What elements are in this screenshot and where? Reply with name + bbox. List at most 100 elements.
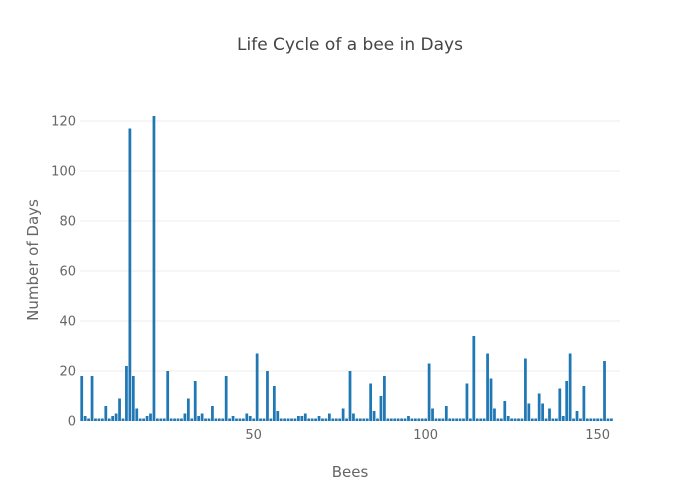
bar xyxy=(448,418,452,421)
bar xyxy=(499,418,503,421)
y-axis-ticks: 0 20 40 60 80 100 120 xyxy=(51,115,76,430)
bar xyxy=(561,416,565,421)
bar xyxy=(558,388,562,421)
bar xyxy=(183,413,187,421)
bar xyxy=(596,418,600,421)
bar xyxy=(603,361,606,421)
bar xyxy=(530,418,534,421)
bar xyxy=(149,413,152,421)
bar xyxy=(186,398,190,421)
bar xyxy=(245,413,249,421)
bar xyxy=(80,376,84,421)
bar xyxy=(283,418,287,421)
bar xyxy=(142,418,146,421)
bar xyxy=(252,418,256,421)
bar xyxy=(462,418,465,421)
bar xyxy=(217,418,221,421)
bar xyxy=(180,418,183,421)
bar xyxy=(438,418,441,421)
bar xyxy=(214,418,218,421)
bar xyxy=(176,418,180,421)
y-tick-label: 20 xyxy=(59,365,76,380)
bar xyxy=(465,383,469,421)
bar xyxy=(434,418,438,421)
bar xyxy=(554,418,558,421)
bar xyxy=(524,358,527,421)
bar xyxy=(413,418,417,421)
bar xyxy=(317,416,321,421)
bar xyxy=(579,418,582,421)
bar xyxy=(272,386,276,421)
y-tick-label: 60 xyxy=(59,265,76,280)
bar xyxy=(221,418,225,421)
bar xyxy=(451,418,455,421)
bar xyxy=(152,116,156,421)
bar xyxy=(138,418,142,421)
bar xyxy=(228,418,231,421)
bar xyxy=(348,371,352,421)
bar xyxy=(537,393,541,421)
bar xyxy=(173,418,176,421)
bar xyxy=(427,363,431,421)
y-tick-label: 80 xyxy=(59,215,76,230)
bar xyxy=(276,411,280,421)
bar xyxy=(444,406,448,421)
bar xyxy=(341,408,345,421)
y-tick-label: 0 xyxy=(68,415,76,430)
bar xyxy=(431,408,434,421)
bar xyxy=(255,353,259,421)
x-axis-ticks: 50 100 150 xyxy=(245,428,610,443)
bar xyxy=(248,416,252,421)
bar xyxy=(94,418,97,421)
bar xyxy=(383,376,386,421)
y-tick-label: 40 xyxy=(59,315,76,330)
bar xyxy=(118,398,121,421)
bar xyxy=(585,418,589,421)
bar xyxy=(114,413,118,421)
bar xyxy=(572,418,575,421)
bar xyxy=(104,406,108,421)
bar xyxy=(606,418,610,421)
bar xyxy=(379,396,383,421)
bar xyxy=(551,418,555,421)
bar xyxy=(541,403,544,421)
bar xyxy=(207,418,211,421)
bar xyxy=(156,418,159,421)
bar xyxy=(365,418,369,421)
bar xyxy=(544,418,548,421)
bar xyxy=(345,418,348,421)
bar xyxy=(393,418,397,421)
bar xyxy=(97,418,101,421)
bar xyxy=(403,418,407,421)
bar xyxy=(224,376,228,421)
bar xyxy=(506,416,510,421)
bar xyxy=(352,413,355,421)
bar xyxy=(279,418,283,421)
bar xyxy=(400,418,403,421)
bar xyxy=(235,418,238,421)
bar xyxy=(87,418,90,421)
bar xyxy=(131,376,135,421)
bar xyxy=(479,418,483,421)
bar xyxy=(169,418,173,421)
y-tick-label: 120 xyxy=(51,115,76,130)
bar xyxy=(111,416,115,421)
bar xyxy=(472,336,476,421)
y-axis-title: Number of Days xyxy=(24,199,42,321)
bar xyxy=(211,406,214,421)
bar xyxy=(455,418,458,421)
bar xyxy=(200,413,204,421)
bar xyxy=(358,418,362,421)
bar xyxy=(100,418,104,421)
bar xyxy=(376,418,379,421)
bar xyxy=(355,418,359,421)
bar xyxy=(369,383,373,421)
bar xyxy=(441,418,445,421)
bar xyxy=(107,418,111,421)
bar xyxy=(575,411,579,421)
x-axis-title: Bees xyxy=(332,463,369,481)
bar xyxy=(162,418,166,421)
bar xyxy=(324,418,328,421)
bar xyxy=(372,411,376,421)
bar xyxy=(424,418,428,421)
